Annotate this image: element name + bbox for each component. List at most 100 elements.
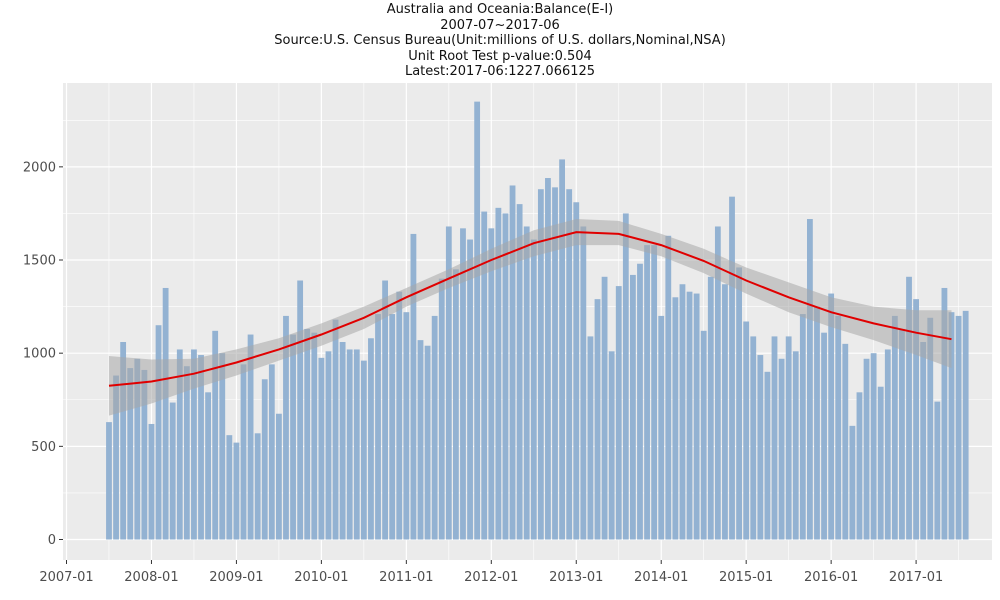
bar [856,392,863,540]
bar [523,226,530,540]
bar [240,364,247,540]
bar [686,291,693,540]
bar [424,345,431,540]
bar [509,185,516,540]
bar [785,336,792,540]
bar [693,293,700,540]
bar [672,297,679,540]
bar [842,343,849,540]
bar [700,330,707,540]
bar [438,278,445,540]
x-tick-label: 2014-01 [634,570,688,585]
bar [254,433,261,540]
bar [814,306,820,540]
bar [467,239,473,540]
trend-line [108,231,952,387]
bar [651,245,658,540]
bar [396,291,403,540]
bar [332,319,339,540]
bar [899,328,905,540]
x-tick-label: 2011-01 [379,570,433,585]
bar [622,213,629,540]
bar [488,228,495,540]
bar [127,368,134,540]
bar [389,314,396,540]
bar [325,351,332,540]
bar [644,245,650,540]
bar [375,314,381,540]
y-tick-label: 1000 [23,347,56,362]
bar [608,351,615,540]
bar [573,202,580,540]
bar [863,358,870,540]
y-tick-label: 1500 [23,254,56,269]
bar [736,267,743,540]
y-tick-label: 500 [31,440,56,455]
bar [460,228,466,540]
bar [431,315,438,540]
bar [360,360,367,540]
bar [212,330,219,540]
bar [304,328,311,540]
chart-period: 2007-07~2017-06 [440,17,560,33]
x-tick-label: 2013-01 [549,570,603,585]
bar [962,310,969,540]
bar [877,386,884,540]
bar [502,213,509,540]
bar [148,423,155,540]
bar [821,332,827,540]
bar [587,336,594,540]
bar [537,189,544,540]
bar [176,349,183,540]
bar-series [106,101,969,540]
x-tick-label: 2010-01 [294,570,348,585]
bar [339,341,346,540]
bar [764,371,771,540]
bar [743,321,750,540]
bar [948,312,955,540]
bar [601,276,608,540]
bar [353,349,360,540]
bar [757,355,764,540]
bar [318,357,325,540]
bar [566,189,573,540]
bar [778,358,785,540]
bar [183,366,190,540]
bar [828,293,835,540]
bar [134,358,141,540]
bar [913,299,920,540]
bar [714,226,721,540]
bar [806,219,813,540]
bar [771,336,778,540]
bar [368,338,374,540]
bar [297,280,304,540]
bar [311,332,318,540]
bar [835,315,842,540]
x-tick-label: 2015-01 [719,570,773,585]
bar [955,315,962,540]
trend-series [108,219,952,416]
bar [799,314,806,540]
bar [162,287,169,540]
chart-source: Source:U.S. Census Bureau(Unit:millions … [274,33,726,48]
bar [750,336,757,540]
x-tick-label: 2016-01 [804,570,858,585]
bar [247,334,254,540]
bar [106,422,112,540]
bar [403,312,410,540]
bar [452,269,459,540]
bar [559,159,566,540]
bar [445,226,452,540]
bar [580,226,587,540]
bar [283,315,289,540]
bar [141,369,148,540]
bar [637,263,643,540]
x-tick-label: 2007-01 [39,570,93,585]
bar [410,233,417,540]
bar [552,187,558,540]
bar [792,351,799,540]
bar [382,280,389,540]
bar [665,235,672,540]
bar [658,315,665,540]
